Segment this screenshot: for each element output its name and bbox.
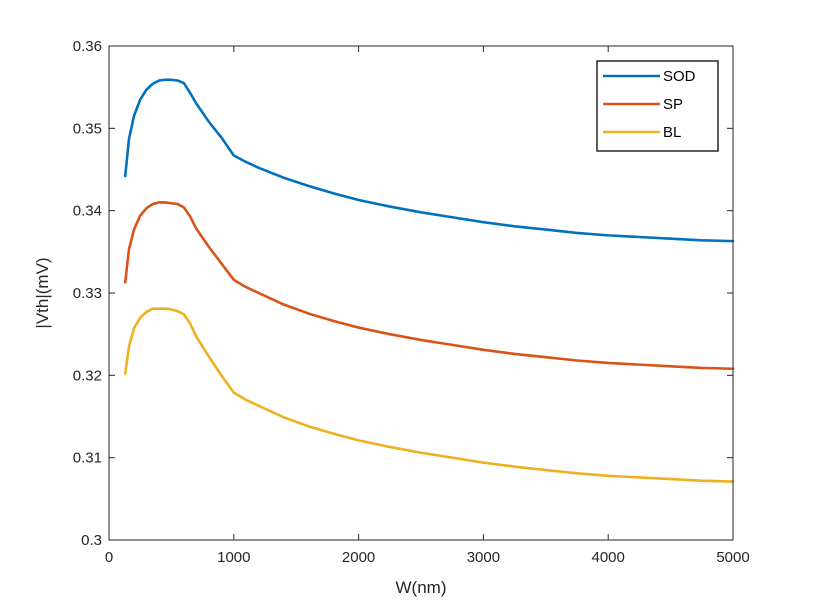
y-tick-label: 0.36 [73,38,102,55]
legend-box [596,60,719,152]
y-tick-label: 0.31 [73,450,102,467]
x-tick-label: 4000 [592,549,625,566]
x-axis-title: W(nm) [396,578,447,597]
x-tick-label: 1000 [217,549,250,566]
y-tick-label: 0.33 [73,285,102,302]
x-tick-label: 0 [105,549,113,566]
x-tick-label: 5000 [716,549,749,566]
x-tick-label: 3000 [467,549,500,566]
legend-label-sod: SOD [663,68,696,85]
y-tick-label: 0.35 [73,120,102,137]
y-axis-title: |Vth|(mV) [33,257,52,328]
legend: SOD SP BL [596,60,719,152]
series-layer [123,78,735,483]
legend-label-sp: SP [663,96,683,113]
series-line-sod [123,78,735,243]
ticks-layer: 0 1000 2000 3000 4000 5000 0.3 0.31 0.32 0.33 0.34… [73,38,750,566]
legend-label-bl: BL [663,124,681,141]
x-tick-label: 2000 [342,549,375,566]
y-tick-label: 0.32 [73,367,102,384]
y-tick-label: 0.34 [73,203,102,220]
y-tick-label: 0.3 [81,532,102,549]
series-line-bl [123,307,735,483]
series-line-sp [123,201,735,371]
